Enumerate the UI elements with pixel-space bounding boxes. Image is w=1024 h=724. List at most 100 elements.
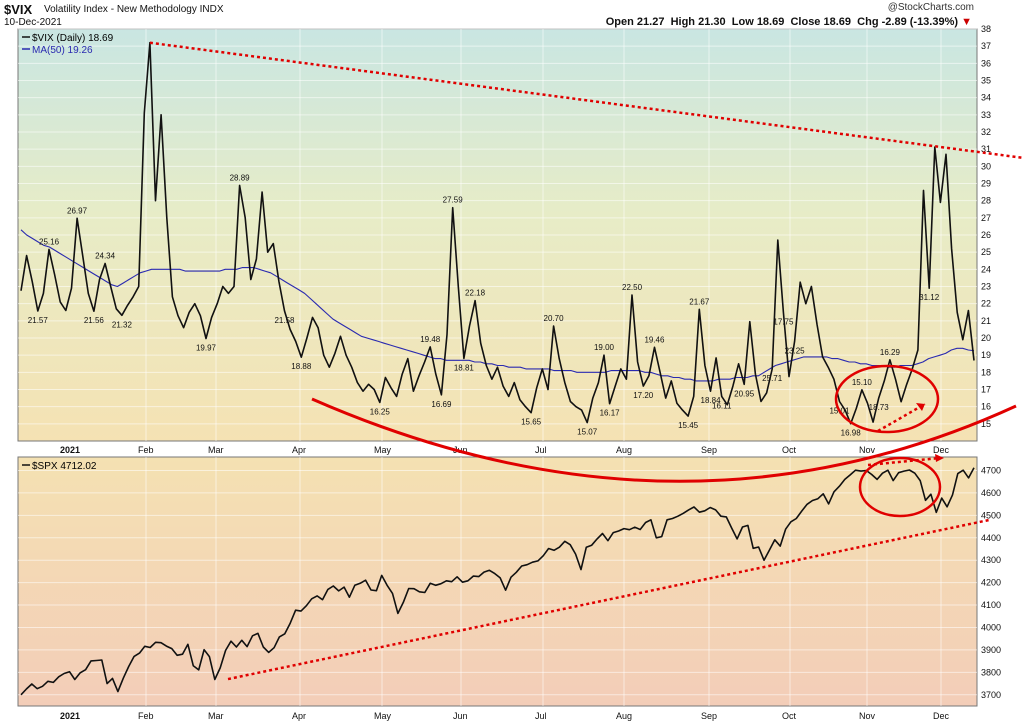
vix-ytick-label: 21 [981,316,991,326]
vix-month-label: 2021 [60,445,80,455]
vix-ytick-label: 36 [981,58,991,68]
vix-point-label: 27.59 [443,196,464,205]
vix-month-label: Apr [292,445,306,455]
vix-month-label: Mar [208,445,224,455]
ma-legend-label: MA(50) 19.26 [32,45,93,56]
vix-point-label: 15.07 [577,428,598,437]
vix-point-label: 25.16 [39,237,60,246]
vix-ytick-label: 35 [981,76,991,86]
spx-ytick-label: 3900 [981,645,1001,655]
vix-month-label: Jul [535,445,547,455]
open-label: Open [605,16,634,28]
spx-ytick-label: 4100 [981,600,1001,610]
spx-month-label: 2021 [60,711,80,721]
vix-legend-label: $VIX (Daily) 18.69 [32,33,114,44]
vix-point-label: 20.70 [544,314,565,323]
spx-ytick-label: 3700 [981,690,1001,700]
vix-point-label: 19.00 [594,343,615,352]
vix-point-label: 16.25 [370,407,391,416]
vix-ytick-label: 19 [981,350,991,360]
vix-point-label: 25.71 [762,374,783,383]
vix-ytick-label: 30 [981,161,991,171]
exchange-label: INDX [199,4,224,15]
vix-point-label: 15.10 [852,378,873,387]
vix-ytick-label: 18 [981,367,991,377]
vix-ytick-label: 20 [981,333,991,343]
vix-month-label: May [374,445,392,455]
vix-ytick-label: 27 [981,213,991,223]
spx-month-label: Jul [535,711,547,721]
ohlc-readout: Open 21.27 High 21.30 Low 18.69 Close 18… [606,16,972,28]
vix-ytick-label: 37 [981,41,991,51]
vix-point-label: 26.97 [67,206,88,215]
spx-month-label: Apr [292,711,306,721]
vix-point-label: 17.75 [773,317,794,326]
vix-point-label: 17.20 [633,391,654,400]
high-label: High [670,16,696,28]
vix-ytick-label: 33 [981,110,991,120]
arrowhead-icon [935,454,944,462]
vix-ytick-label: 32 [981,127,991,137]
spx-month-label: Sep [701,711,717,721]
spx-month-label: Feb [138,711,154,721]
vix-point-label: 21.32 [112,320,133,329]
spx-month-label: Dec [933,711,950,721]
chart-name: Volatility Index - New Methodology INDX [44,4,224,15]
vix-month-label: Sep [701,445,717,455]
vix-point-label: 16.98 [841,429,862,438]
index-name: Volatility Index - New Methodology [44,4,197,15]
vix-panel: 1516171819202122232425262728293031323334… [17,24,991,455]
vix-point-label: 28.89 [230,173,251,182]
vix-ytick-label: 25 [981,247,991,257]
down-arrow-icon: ▼ [961,16,972,28]
spx-legend-label: $SPX 4712.02 [32,461,97,472]
vix-ytick-label: 17 [981,385,991,395]
vix-ytick-label: 38 [981,24,991,34]
vix-point-label: 16.69 [431,400,452,409]
spx-flat-highs-line [867,456,941,467]
vix-ytick-label: 29 [981,179,991,189]
vix-point-label: 20.95 [734,389,755,398]
vix-point-label: 18.81 [454,363,475,372]
close-label: Close [790,16,821,28]
vix-point-label: 16.29 [880,348,901,357]
vix-ytick-label: 24 [981,264,991,274]
vix-point-label: 15.45 [678,421,699,430]
chg-value: -2.89 (-13.39%) [881,16,959,28]
spx-line [20,467,975,696]
vix-point-label: 31.12 [919,293,940,302]
vix-point-label: 21.56 [84,316,105,325]
vix-ytick-label: 23 [981,282,991,292]
vix-ytick-label: 28 [981,196,991,206]
open-value: 21.27 [636,16,665,28]
vix-legend: $VIX (Daily) 18.69 MA(50) 19.26 [22,33,114,56]
vix-point-label: 21.67 [689,297,710,306]
spx-ytick-label: 3800 [981,667,1001,677]
spx-month-label: Jun [453,711,468,721]
vix-month-label: Nov [859,445,876,455]
vix-point-label: 19.46 [644,335,665,344]
vix-ytick-label: 22 [981,299,991,309]
spx-month-label: Aug [616,711,632,721]
vix-point-label: 16.17 [600,409,621,418]
spx-support-trendline [227,518,991,681]
spx-high-circle [858,456,942,518]
watermark: @StockCharts.com [887,2,974,13]
spx-ytick-label: 4000 [981,622,1001,632]
vix-month-label: Feb [138,445,154,455]
vix-lows-circle [834,364,940,434]
spx-ytick-label: 4600 [981,488,1001,498]
vix-ytick-label: 15 [981,419,991,429]
spx-ytick-label: 4500 [981,510,1001,520]
vix-point-label: 18.73 [869,403,890,412]
vix-month-label: Oct [782,445,797,455]
vix-point-label: 16.11 [712,401,732,410]
spx-month-label: Oct [782,711,797,721]
spx-month-label: May [374,711,392,721]
low-value: 18.69 [756,16,785,28]
high-value: 21.30 [698,16,726,28]
spx-ytick-label: 4200 [981,578,1001,588]
spx-month-label: Mar [208,711,224,721]
resistance-trendline [149,41,1023,159]
